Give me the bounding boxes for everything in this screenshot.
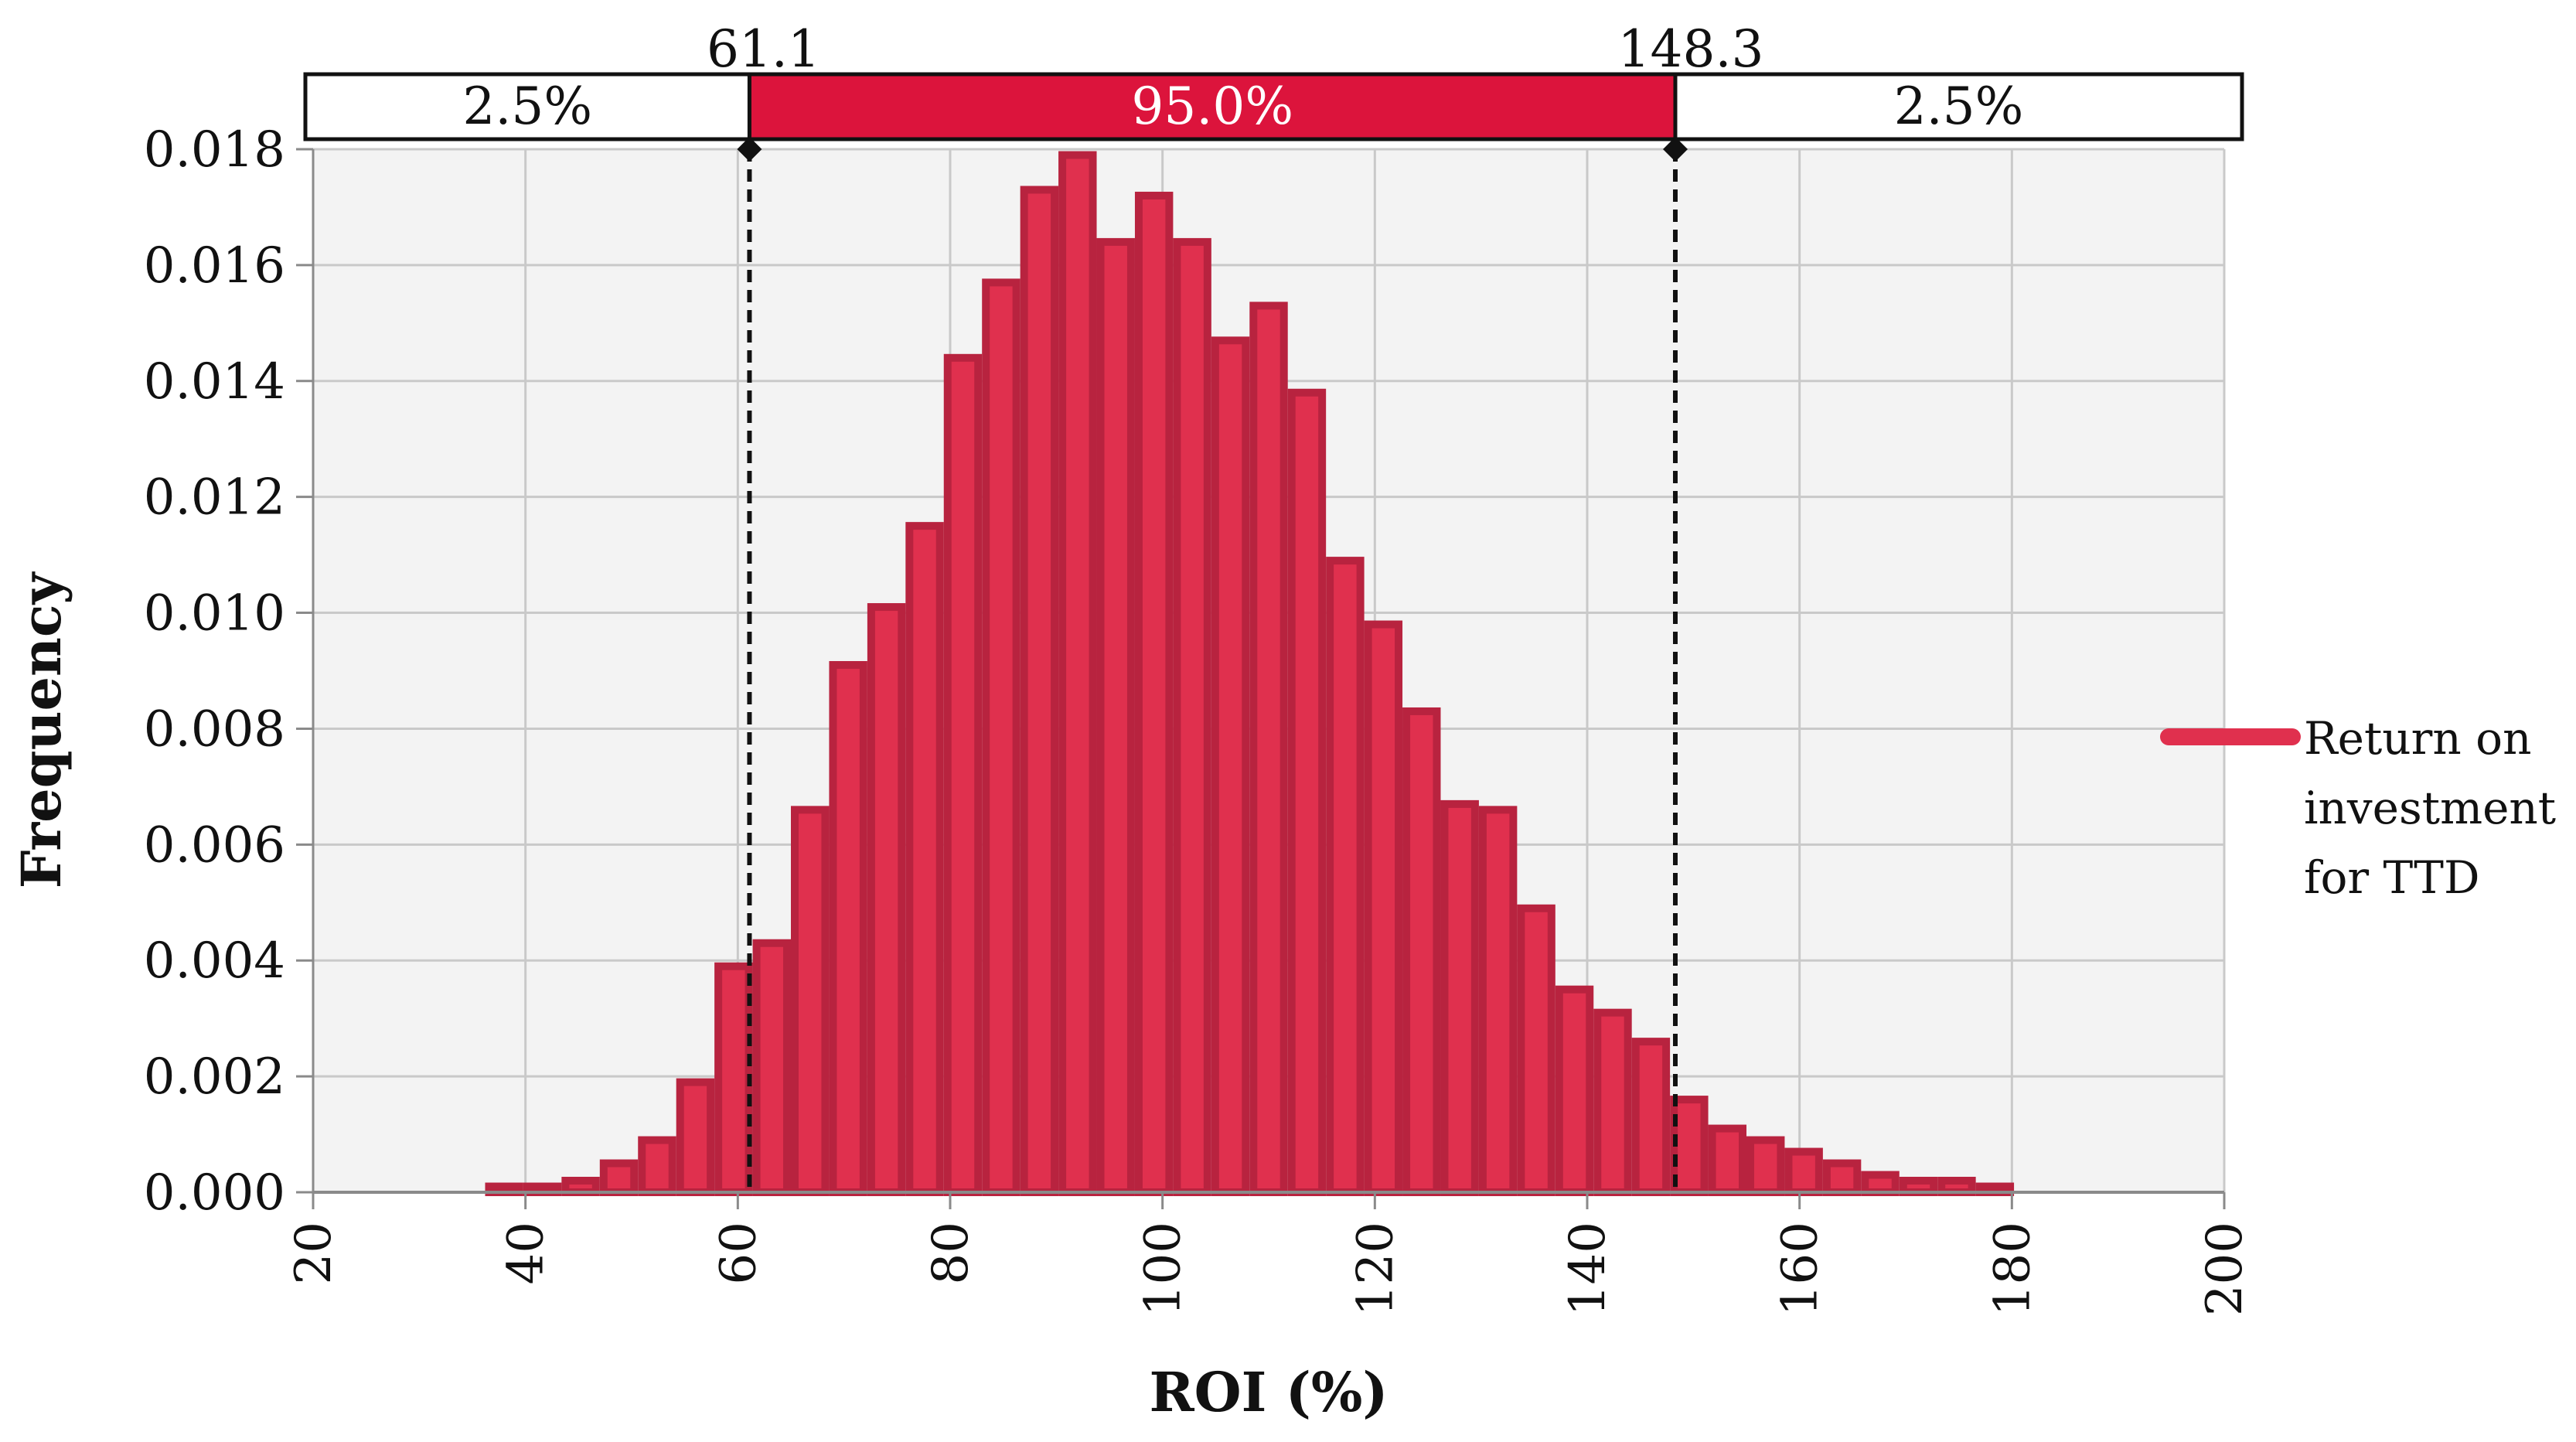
x-axis-title: ROI (%)	[1149, 1360, 1388, 1424]
y-tick-label: 0.014	[144, 353, 285, 411]
lower-tail-label: 2.5%	[462, 77, 592, 136]
y-tick-label: 0.012	[144, 469, 285, 527]
histogram-bar	[1822, 1159, 1862, 1197]
histogram-bar	[1708, 1124, 1747, 1197]
histogram-bar	[561, 1177, 600, 1196]
x-tick-label: 160	[1772, 1222, 1829, 1316]
central-band-label: 95.0%	[1131, 77, 1293, 136]
y-tick-label: 0.006	[144, 816, 285, 874]
histogram-bar	[1020, 186, 1059, 1197]
histogram-bars	[485, 151, 2015, 1197]
histogram-bar	[752, 939, 791, 1196]
x-tick-label: 40	[498, 1222, 555, 1284]
histogram-bar	[1937, 1177, 1976, 1196]
x-tick-label: 200	[2196, 1222, 2254, 1316]
histogram-bar	[676, 1078, 715, 1197]
y-tick-label: 0.004	[144, 932, 285, 990]
x-tick-label: 60	[710, 1222, 767, 1284]
histogram-bar	[1593, 1008, 1632, 1197]
x-tick-label: 80	[922, 1222, 980, 1284]
histogram-bar	[1096, 237, 1135, 1196]
histogram-bar	[791, 806, 830, 1197]
histogram-bar	[638, 1136, 676, 1197]
histogram-bar	[1058, 151, 1097, 1197]
y-tick-label: 0.016	[144, 237, 285, 295]
legend-label-line-2: investment	[2304, 782, 2556, 834]
x-tick-label: 100	[1135, 1222, 1192, 1316]
x-tick-label: 140	[1559, 1222, 1617, 1316]
legend: Return on investment for TTD	[2160, 712, 2556, 904]
histogram-bar	[1287, 388, 1327, 1196]
upper-bound-value: 148.3	[1618, 19, 1764, 79]
upper-bound-marker	[1662, 137, 1688, 162]
histogram-bar	[1670, 1096, 1709, 1196]
x-tick-label: 20	[285, 1222, 342, 1284]
histogram-bar	[867, 603, 906, 1196]
histogram-bar	[1134, 191, 1174, 1196]
histogram-bar	[1861, 1171, 1900, 1197]
histogram-bar	[1746, 1136, 1785, 1197]
histogram-bar	[1478, 806, 1518, 1197]
lower-tail-band	[303, 72, 751, 141]
confidence-interval: 2.5% 95.0% 2.5% 61.1 148.3	[303, 19, 2244, 1192]
x-tick-label: 120	[1347, 1222, 1404, 1316]
lower-bound-marker	[737, 137, 762, 162]
histogram-bar	[1326, 557, 1365, 1196]
legend-label-line-3: for TTD	[2304, 851, 2480, 904]
histogram-bar	[982, 278, 1021, 1197]
histogram-bar	[829, 661, 867, 1196]
histogram-bar	[1517, 904, 1555, 1196]
histogram-bar	[1364, 620, 1403, 1196]
histogram-bar	[1173, 237, 1211, 1196]
lower-bound-value: 61.1	[707, 19, 820, 79]
histogram-bar	[1784, 1147, 1823, 1197]
y-tick-label: 0.010	[144, 585, 285, 643]
histogram-bar	[1440, 799, 1479, 1196]
upper-tail-label: 2.5%	[1894, 77, 2024, 136]
upper-tail-band	[1673, 72, 2244, 141]
histogram-bar	[905, 522, 944, 1196]
y-axis-title: Frequency	[9, 571, 73, 888]
histogram-bar	[714, 962, 753, 1196]
y-tick-label: 0.018	[144, 121, 285, 179]
x-tick-label: 180	[1984, 1222, 2041, 1316]
histogram-bar	[1211, 336, 1250, 1197]
y-tick-label: 0.002	[144, 1048, 285, 1106]
legend-label-line-1: Return on	[2304, 712, 2531, 765]
histogram-bar	[1555, 985, 1594, 1196]
histogram-bar	[1402, 707, 1441, 1196]
y-tick-label: 0.000	[144, 1164, 285, 1222]
histogram-bar	[1631, 1038, 1671, 1196]
histogram-bar	[943, 353, 983, 1196]
axes: 20 40 60 80 100 120 140 160 180 200 0.000 0.002 0.00…	[144, 121, 2254, 1316]
histogram-bar	[1899, 1177, 1938, 1196]
y-tick-label: 0.008	[144, 701, 285, 758]
histogram-bar	[1249, 302, 1288, 1197]
histogram-bar	[599, 1159, 639, 1197]
